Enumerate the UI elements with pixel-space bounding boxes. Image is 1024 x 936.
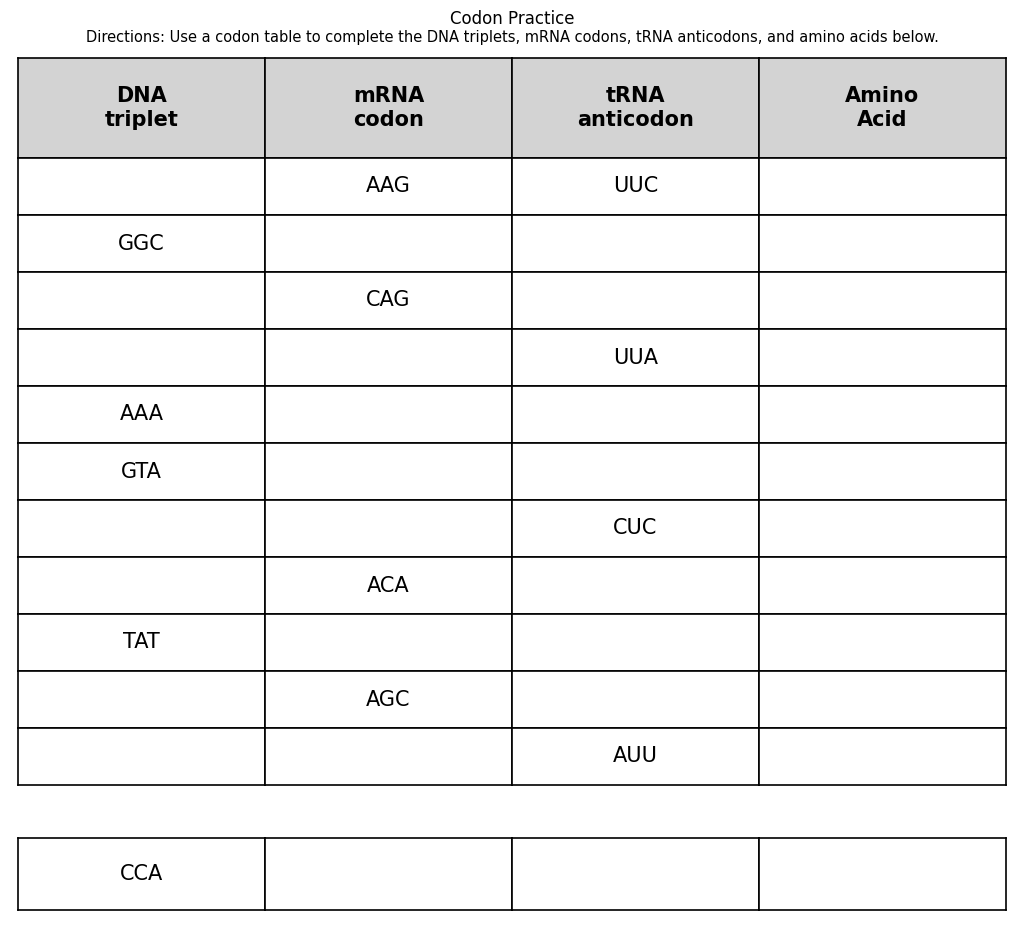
- Text: CUC: CUC: [613, 519, 657, 538]
- Text: UUC: UUC: [613, 177, 658, 197]
- Text: UUA: UUA: [613, 347, 658, 368]
- Text: Codon Practice: Codon Practice: [450, 10, 574, 28]
- Text: CAG: CAG: [367, 290, 411, 311]
- Text: AAA: AAA: [120, 404, 164, 425]
- Text: AUU: AUU: [613, 747, 658, 767]
- Text: Amino
Acid: Amino Acid: [846, 85, 920, 130]
- Text: GGC: GGC: [118, 233, 165, 254]
- Text: AGC: AGC: [367, 690, 411, 709]
- Text: DNA
triplet: DNA triplet: [104, 85, 178, 130]
- Text: mRNA
codon: mRNA codon: [353, 85, 424, 130]
- Text: ACA: ACA: [368, 576, 410, 595]
- Text: GTA: GTA: [121, 461, 162, 481]
- Text: AAG: AAG: [366, 177, 411, 197]
- Text: TAT: TAT: [123, 633, 160, 652]
- Text: Directions: Use a codon table to complete the DNA triplets, mRNA codons, tRNA an: Directions: Use a codon table to complet…: [86, 30, 938, 45]
- Text: CCA: CCA: [120, 864, 163, 884]
- Text: tRNA
anticodon: tRNA anticodon: [578, 85, 694, 130]
